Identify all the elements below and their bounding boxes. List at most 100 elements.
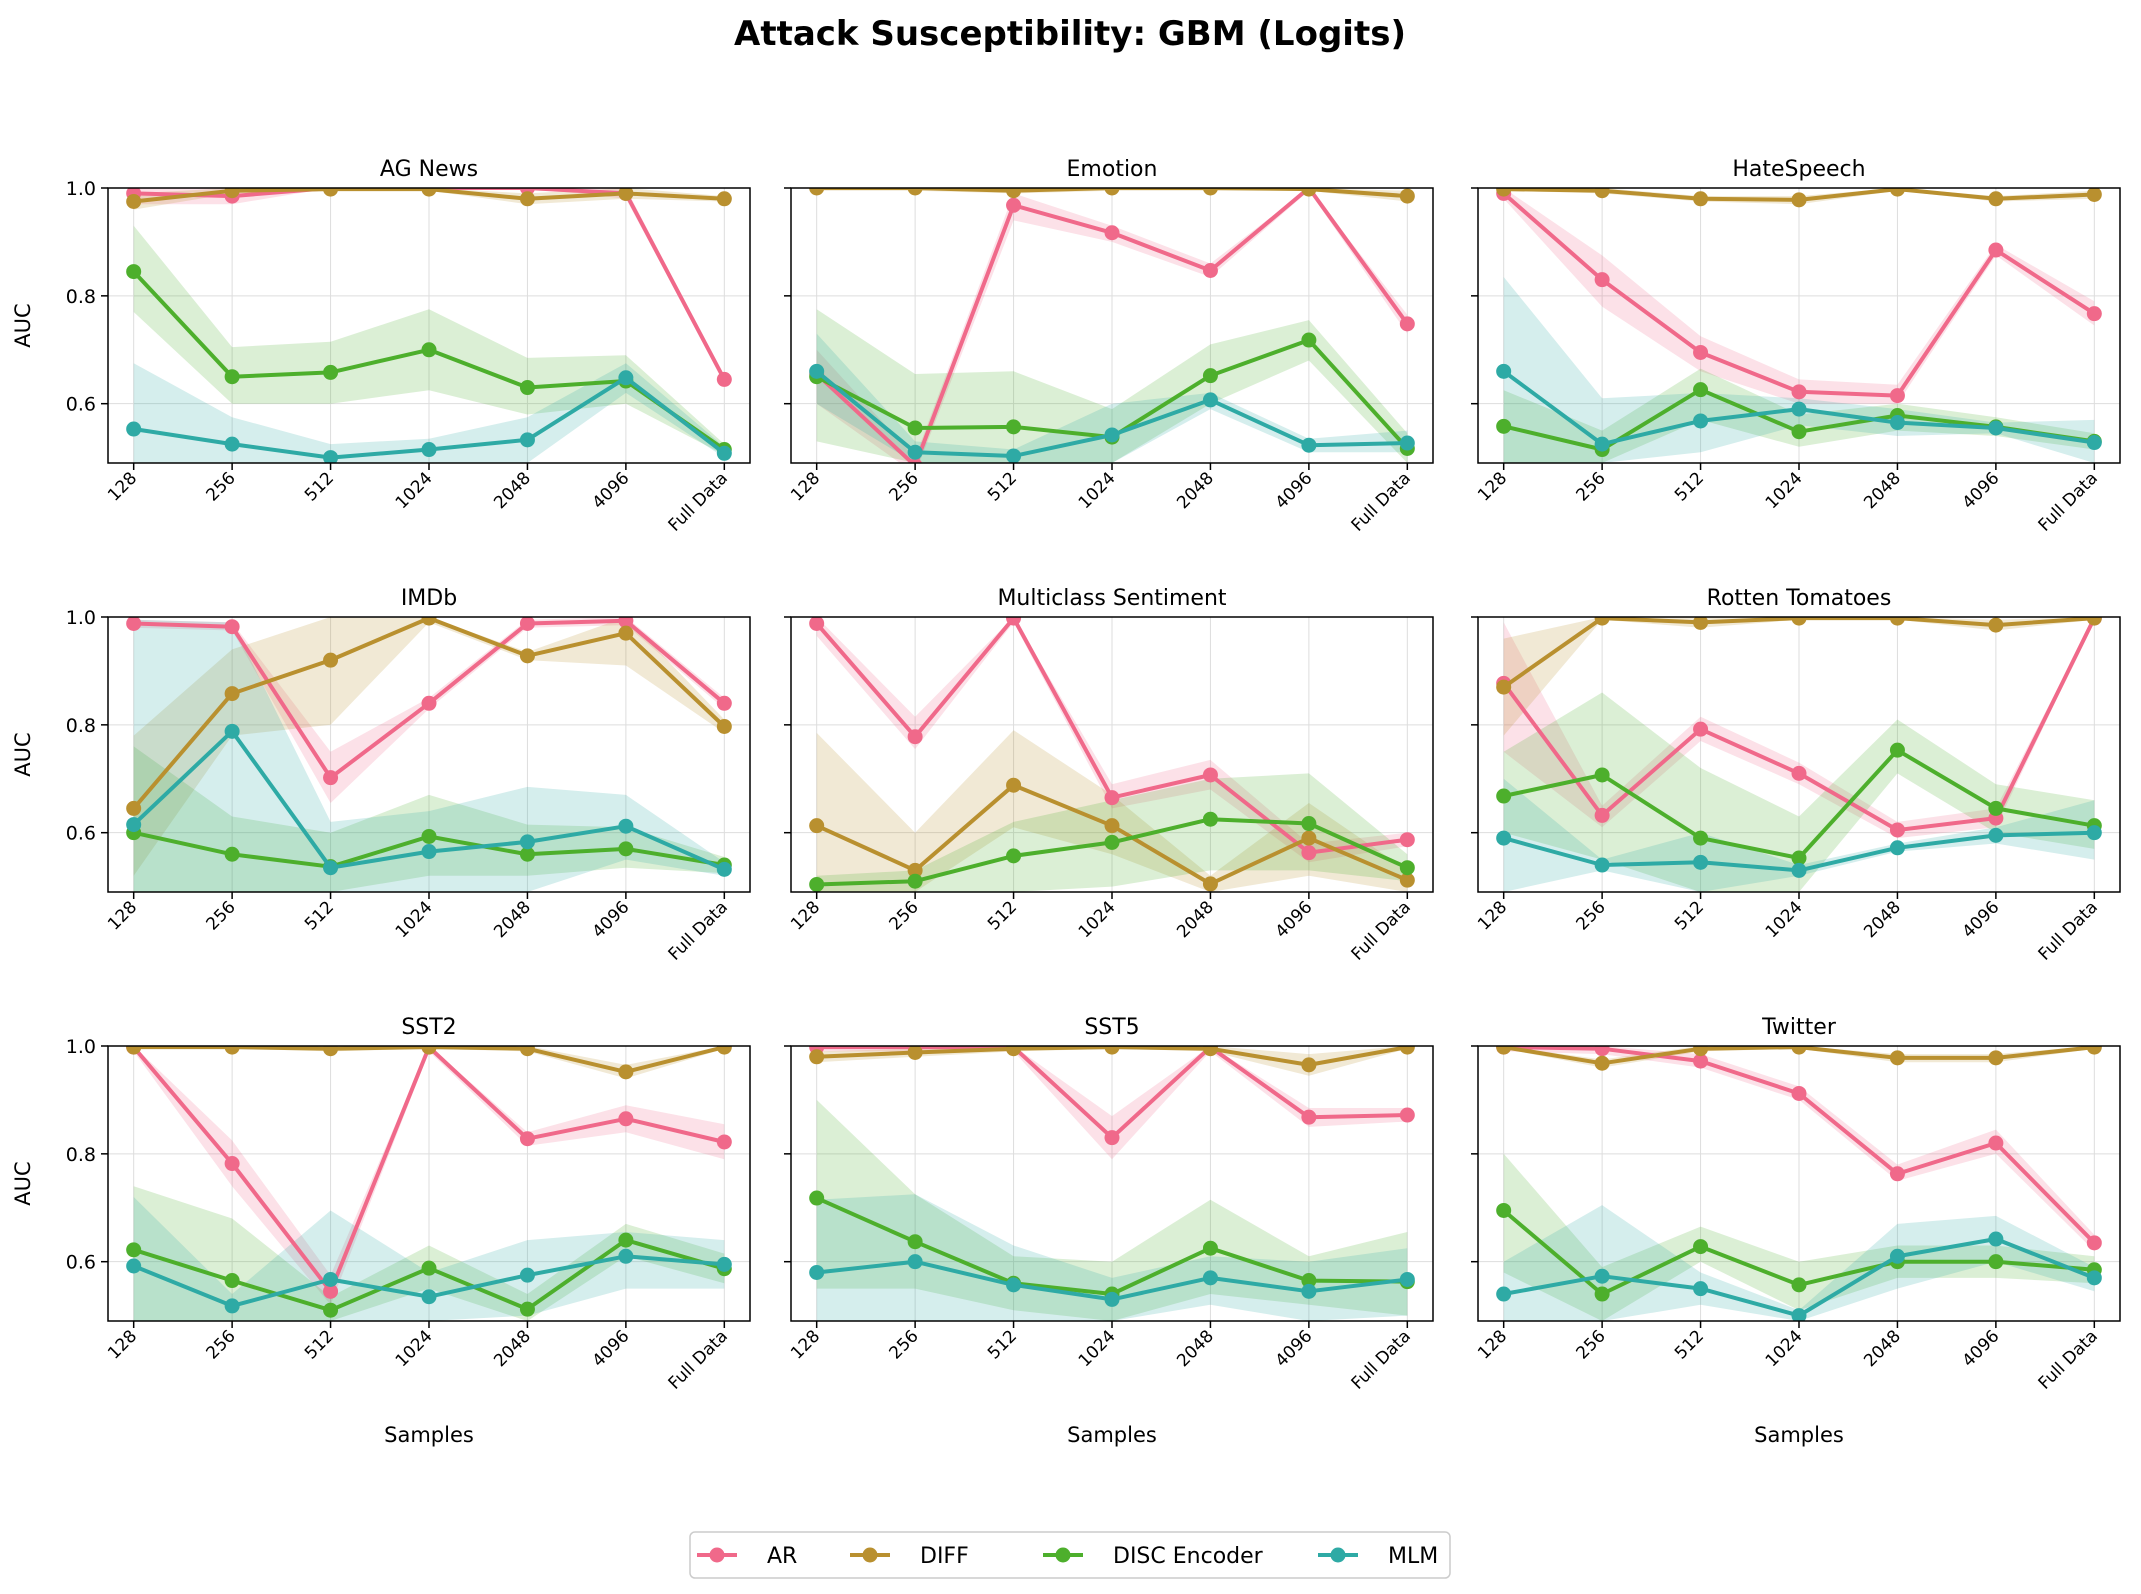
point-ar [1301, 1109, 1317, 1125]
point-ar [1104, 1130, 1120, 1146]
point-diff [716, 718, 732, 734]
point-ar [1889, 822, 1905, 838]
panel-title: Twitter [1761, 1015, 1837, 1040]
point-diff [1202, 876, 1218, 892]
point-ar [1693, 344, 1709, 360]
y-tick-label: 0.6 [66, 1252, 96, 1274]
point-diff [1104, 188, 1120, 196]
point-mlm [224, 723, 240, 739]
legend-label-diff: DIFF [920, 1544, 969, 1569]
plot-area [809, 1046, 1415, 1321]
point-mlm [1202, 1270, 1218, 1286]
point-disc-encoder [224, 846, 240, 862]
point-mlm [1693, 1281, 1709, 1297]
band-disc-encoder [133, 1186, 725, 1321]
point-diff [1496, 679, 1512, 695]
band-diff [133, 617, 725, 876]
y-tick-label: 1.0 [66, 607, 96, 629]
point-ar [2086, 306, 2102, 322]
point-diff [1693, 617, 1709, 630]
point-mlm [323, 1271, 339, 1287]
point-diff [1006, 1046, 1022, 1057]
panel-title: Rotten Tomatoes [1707, 586, 1892, 611]
point-ar [1104, 790, 1120, 806]
point-disc-encoder [1889, 742, 1905, 758]
plot-area [1496, 617, 2102, 892]
point-diff [2086, 1046, 2102, 1055]
point-diff [224, 188, 240, 199]
point-diff [1202, 1046, 1218, 1057]
point-ar [907, 729, 923, 745]
point-mlm [618, 1248, 634, 1264]
point-diff [1889, 188, 1905, 197]
point-diff [1301, 830, 1317, 846]
panel-title: SST5 [1084, 1015, 1139, 1040]
band-disc-encoder [1503, 1153, 2095, 1321]
point-ar [1988, 242, 2004, 258]
point-diff [1006, 777, 1022, 793]
point-ar [1104, 225, 1120, 241]
point-disc-encoder [421, 1260, 437, 1276]
plot-area [809, 617, 1415, 892]
point-mlm [907, 444, 923, 460]
band-disc-encoder [133, 746, 725, 892]
point-mlm [1791, 401, 1807, 417]
point-disc-encoder [1301, 816, 1317, 832]
point-mlm [1693, 854, 1709, 870]
point-disc-encoder [421, 342, 437, 358]
band-disc-encoder [816, 309, 1408, 463]
point-diff [1301, 1057, 1317, 1073]
point-diff [1006, 188, 1022, 199]
point-disc-encoder [224, 369, 240, 385]
y-tick-label: 0.8 [66, 1144, 96, 1166]
point-mlm [126, 1258, 142, 1274]
plot-area [126, 1046, 732, 1321]
panel-title: HateSpeech [1732, 157, 1865, 182]
point-mlm [1693, 413, 1709, 429]
point-disc-encoder [126, 1242, 142, 1258]
point-mlm [809, 363, 825, 379]
y-tick-label: 0.6 [66, 823, 96, 845]
band-disc-encoder [133, 225, 725, 455]
legend-label-mlm: MLM [1388, 1544, 1438, 1569]
point-ar [1006, 197, 1022, 213]
point-mlm [1202, 392, 1218, 408]
point-diff [323, 188, 339, 197]
point-disc-encoder [618, 1232, 634, 1248]
point-diff [618, 625, 634, 641]
point-disc-encoder [809, 1190, 825, 1206]
point-ar [1693, 721, 1709, 737]
y-axis-label: AUC [11, 303, 35, 347]
x-axis-label: Samples [1754, 1423, 1844, 1447]
point-ar [1594, 1046, 1610, 1057]
point-diff [1399, 188, 1415, 204]
band-diff [816, 730, 1408, 892]
point-mlm [1006, 448, 1022, 463]
point-ar [1889, 388, 1905, 404]
band-disc-encoder [1503, 692, 2095, 892]
point-mlm [1496, 1286, 1512, 1302]
point-disc-encoder [1693, 382, 1709, 398]
point-diff [1791, 192, 1807, 208]
point-mlm [224, 1298, 240, 1314]
band-mlm [133, 619, 725, 892]
point-disc-encoder [1301, 1273, 1317, 1289]
point-diff [1399, 1046, 1415, 1055]
point-ar [1988, 1135, 2004, 1151]
point-ar [519, 617, 535, 631]
point-mlm [809, 1264, 825, 1280]
point-disc-encoder [1988, 800, 2004, 816]
point-ar [1202, 767, 1218, 783]
point-diff [1791, 1046, 1807, 1055]
point-diff [1104, 1046, 1120, 1055]
point-diff [907, 1046, 923, 1060]
point-mlm [716, 445, 732, 461]
point-mlm [716, 1256, 732, 1272]
point-ar [1693, 1053, 1709, 1069]
point-mlm [519, 834, 535, 850]
point-mlm [1301, 437, 1317, 453]
point-diff [1693, 191, 1709, 207]
